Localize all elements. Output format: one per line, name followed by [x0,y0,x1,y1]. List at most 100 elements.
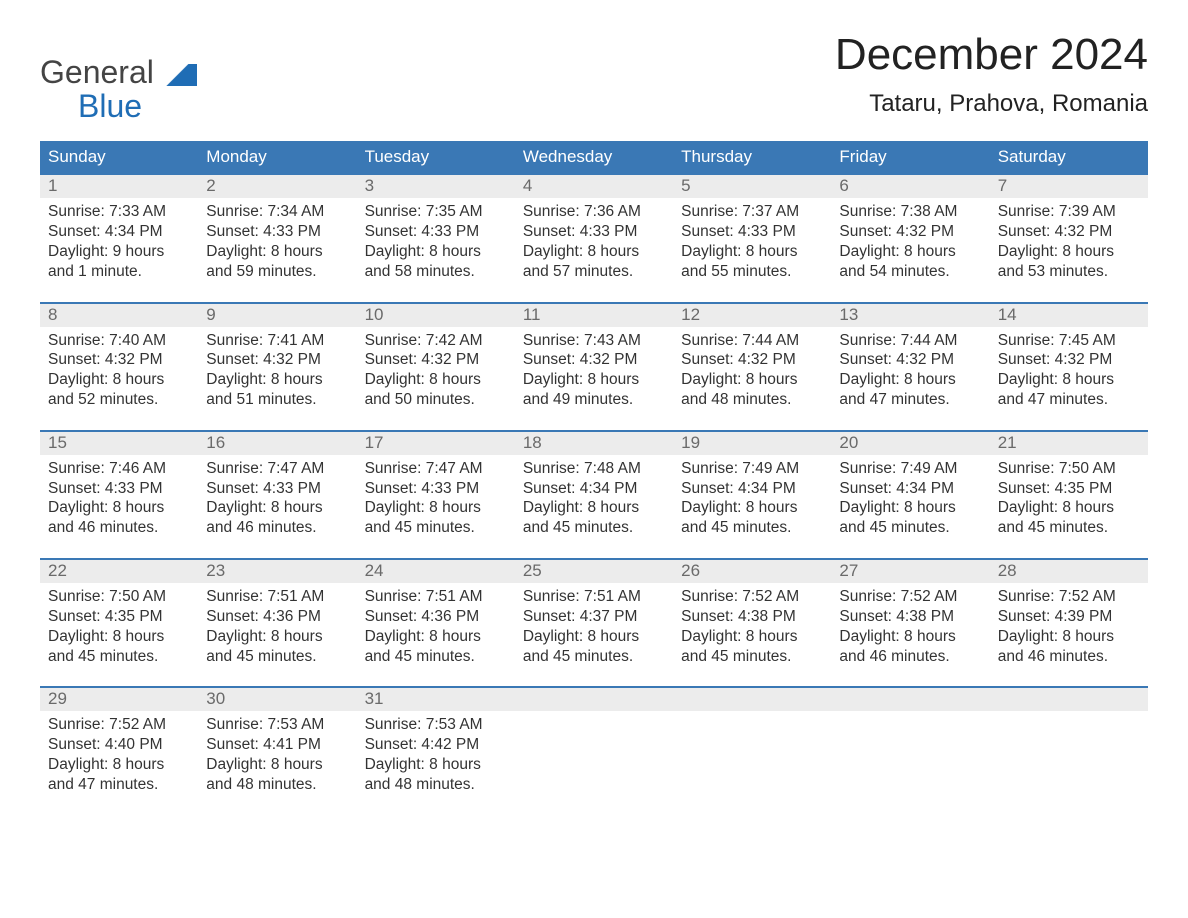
day-d2: and 45 minutes. [998,518,1140,538]
day-sunrise: Sunrise: 7:40 AM [48,331,190,351]
header: General Blue December 2024 Tataru, Praho… [40,30,1148,123]
day-d2: and 51 minutes. [206,390,348,410]
day-sunrise: Sunrise: 7:39 AM [998,202,1140,222]
title-block: December 2024 Tataru, Prahova, Romania [835,30,1148,118]
day-sunrise: Sunrise: 7:52 AM [839,587,981,607]
content-row: Sunrise: 7:52 AMSunset: 4:40 PMDaylight:… [40,711,1148,800]
day-sunrise: Sunrise: 7:48 AM [523,459,665,479]
day-sunrise: Sunrise: 7:43 AM [523,331,665,351]
day-sunrise: Sunrise: 7:44 AM [839,331,981,351]
day-d2: and 45 minutes. [681,518,823,538]
day-sunset: Sunset: 4:35 PM [48,607,190,627]
day-d1: Daylight: 8 hours [206,242,348,262]
day-d2: and 53 minutes. [998,262,1140,282]
day-number: 8 [40,304,198,327]
days-of-week-header: SundayMondayTuesdayWednesdayThursdayFrid… [40,141,1148,173]
day-cell: Sunrise: 7:49 AMSunset: 4:34 PMDaylight:… [831,455,989,544]
day-sunrise: Sunrise: 7:38 AM [839,202,981,222]
day-sunset: Sunset: 4:32 PM [681,350,823,370]
dow-cell: Thursday [673,141,831,173]
daynum-row: 22232425262728 [40,558,1148,583]
weeks-container: 1234567Sunrise: 7:33 AMSunset: 4:34 PMDa… [40,173,1148,801]
day-d1: Daylight: 8 hours [839,627,981,647]
day-sunset: Sunset: 4:35 PM [998,479,1140,499]
day-sunrise: Sunrise: 7:37 AM [681,202,823,222]
day-d2: and 50 minutes. [365,390,507,410]
day-cell: Sunrise: 7:48 AMSunset: 4:34 PMDaylight:… [515,455,673,544]
day-number: 1 [40,175,198,198]
day-d1: Daylight: 8 hours [48,370,190,390]
day-sunset: Sunset: 4:32 PM [839,222,981,242]
day-sunrise: Sunrise: 7:47 AM [206,459,348,479]
day-d2: and 54 minutes. [839,262,981,282]
content-row: Sunrise: 7:50 AMSunset: 4:35 PM Daylight:… [40,583,1148,672]
location-text: Tataru, Prahova, Romania [835,90,1148,118]
day-d1: Daylight: 8 hours [365,370,507,390]
day-number: 10 [357,304,515,327]
daynum-row: 293031 [40,686,1148,711]
day-number: 17 [357,432,515,455]
day-number: 25 [515,560,673,583]
content-row: Sunrise: 7:40 AM Sunset: 4:32 PM Daylight:… [40,327,1148,416]
dow-cell: Friday [831,141,989,173]
day-d2: and 48 minutes. [681,390,823,410]
day-sunrise: Sunrise: 7:50 AM [998,459,1140,479]
day-d1: Daylight: 8 hours [681,242,823,262]
day-sunset: Sunset: 4:34 PM [48,222,190,242]
day-sunset: Sunset: 4:33 PM [206,479,348,499]
day-sunrise: Sunrise: 7:49 AM [681,459,823,479]
dow-cell: Tuesday [357,141,515,173]
day-d2: and 45 minutes. [523,647,665,667]
day-sunset: Sunset: 4:33 PM [681,222,823,242]
day-sunset: Sunset: 4:42 PM [365,735,507,755]
calendar: SundayMondayTuesdayWednesdayThursdayFrid… [40,141,1148,801]
day-cell: Sunrise: 7:33 AMSunset: 4:34 PMDaylight:… [40,198,198,287]
day-sunrise: Sunrise: 7:53 AM [206,715,348,735]
day-number: 16 [198,432,356,455]
day-cell: Sunrise: 7:45 AMSunset: 4:32 PMDaylight:… [990,327,1148,416]
day-cell: Sunrise: 7:40 AMSunset: 4:32 PMDaylight:… [40,327,198,416]
day-number: 6 [831,175,989,198]
daynum-row: 15161718192021 [40,430,1148,455]
week: 293031Sunrise: 7:52 AMSunset: 4:40 PMDay… [40,686,1148,800]
day-number: 11 [515,304,673,327]
month-title: December 2024 [835,30,1148,80]
day-number: 28 [990,560,1148,583]
day-d2: and 46 minutes. [206,518,348,538]
day-d2: and 45 minutes. [681,647,823,667]
day-sunrise: Sunrise: 7:51 AM [206,587,348,607]
day-sunrise: Sunrise: 7:51 AM [523,587,665,607]
day-cell: Sunrise: 7:47 AMSunset: 4:33 PMDaylight:… [198,455,356,544]
day-d1: Daylight: 8 hours [998,370,1140,390]
day-d1: Daylight: 8 hours [523,627,665,647]
day-number: 27 [831,560,989,583]
day-sunrise: Sunrise: 7:45 AM [998,331,1140,351]
week: 22232425262728Sunrise: 7:50 AMSunset: 4:… [40,558,1148,672]
day-number: 18 [515,432,673,455]
day-cell: Sunrise: 7:50 AMSunset: 4:35 PMDaylight:… [990,455,1148,544]
day-sunset: Sunset: 4:34 PM [681,479,823,499]
day-cell: Sunrise: 7:52 AMSunset: 4:38 PMDaylight:… [831,583,989,672]
day-sunrise: Sunrise: 7:53 AM [365,715,507,735]
day-d2: and 49 minutes. [523,390,665,410]
day-sunrise: Sunrise: 7:50 AM [48,587,190,607]
day-d2: and 45 minutes. [365,518,507,538]
day-sunset: Sunset: 4:38 PM [839,607,981,627]
day-d2: and 58 minutes. [365,262,507,282]
day-d1: Daylight: 8 hours [998,627,1140,647]
day-d2: and 45 minutes. [206,647,348,667]
day-number: 15 [40,432,198,455]
day-d2: and 55 minutes. [681,262,823,282]
day-number: 5 [673,175,831,198]
day-cell: Sunrise: 7:52 AMSunset: 4:40 PMDaylight:… [40,711,198,800]
week: 891011121314Sunrise: 7:40 AMSunset: 4:32… [40,302,1148,416]
day-cell: Sunrise: 7:51 AMSunset: 4:37 PMDaylight:… [515,583,673,672]
day-d2: and 46 minutes. [48,518,190,538]
day-sunrise: Sunrise: 7:52 AM [681,587,823,607]
day-number: 2 [198,175,356,198]
day-cell: Sunrise: 7:52 AMSunset: 4:38 PMDaylight:… [673,583,831,672]
day-d1: Daylight: 8 hours [48,498,190,518]
daynum-row: 1234567 [40,173,1148,198]
day-d1: Daylight: 8 hours [365,242,507,262]
dow-cell: Monday [198,141,356,173]
